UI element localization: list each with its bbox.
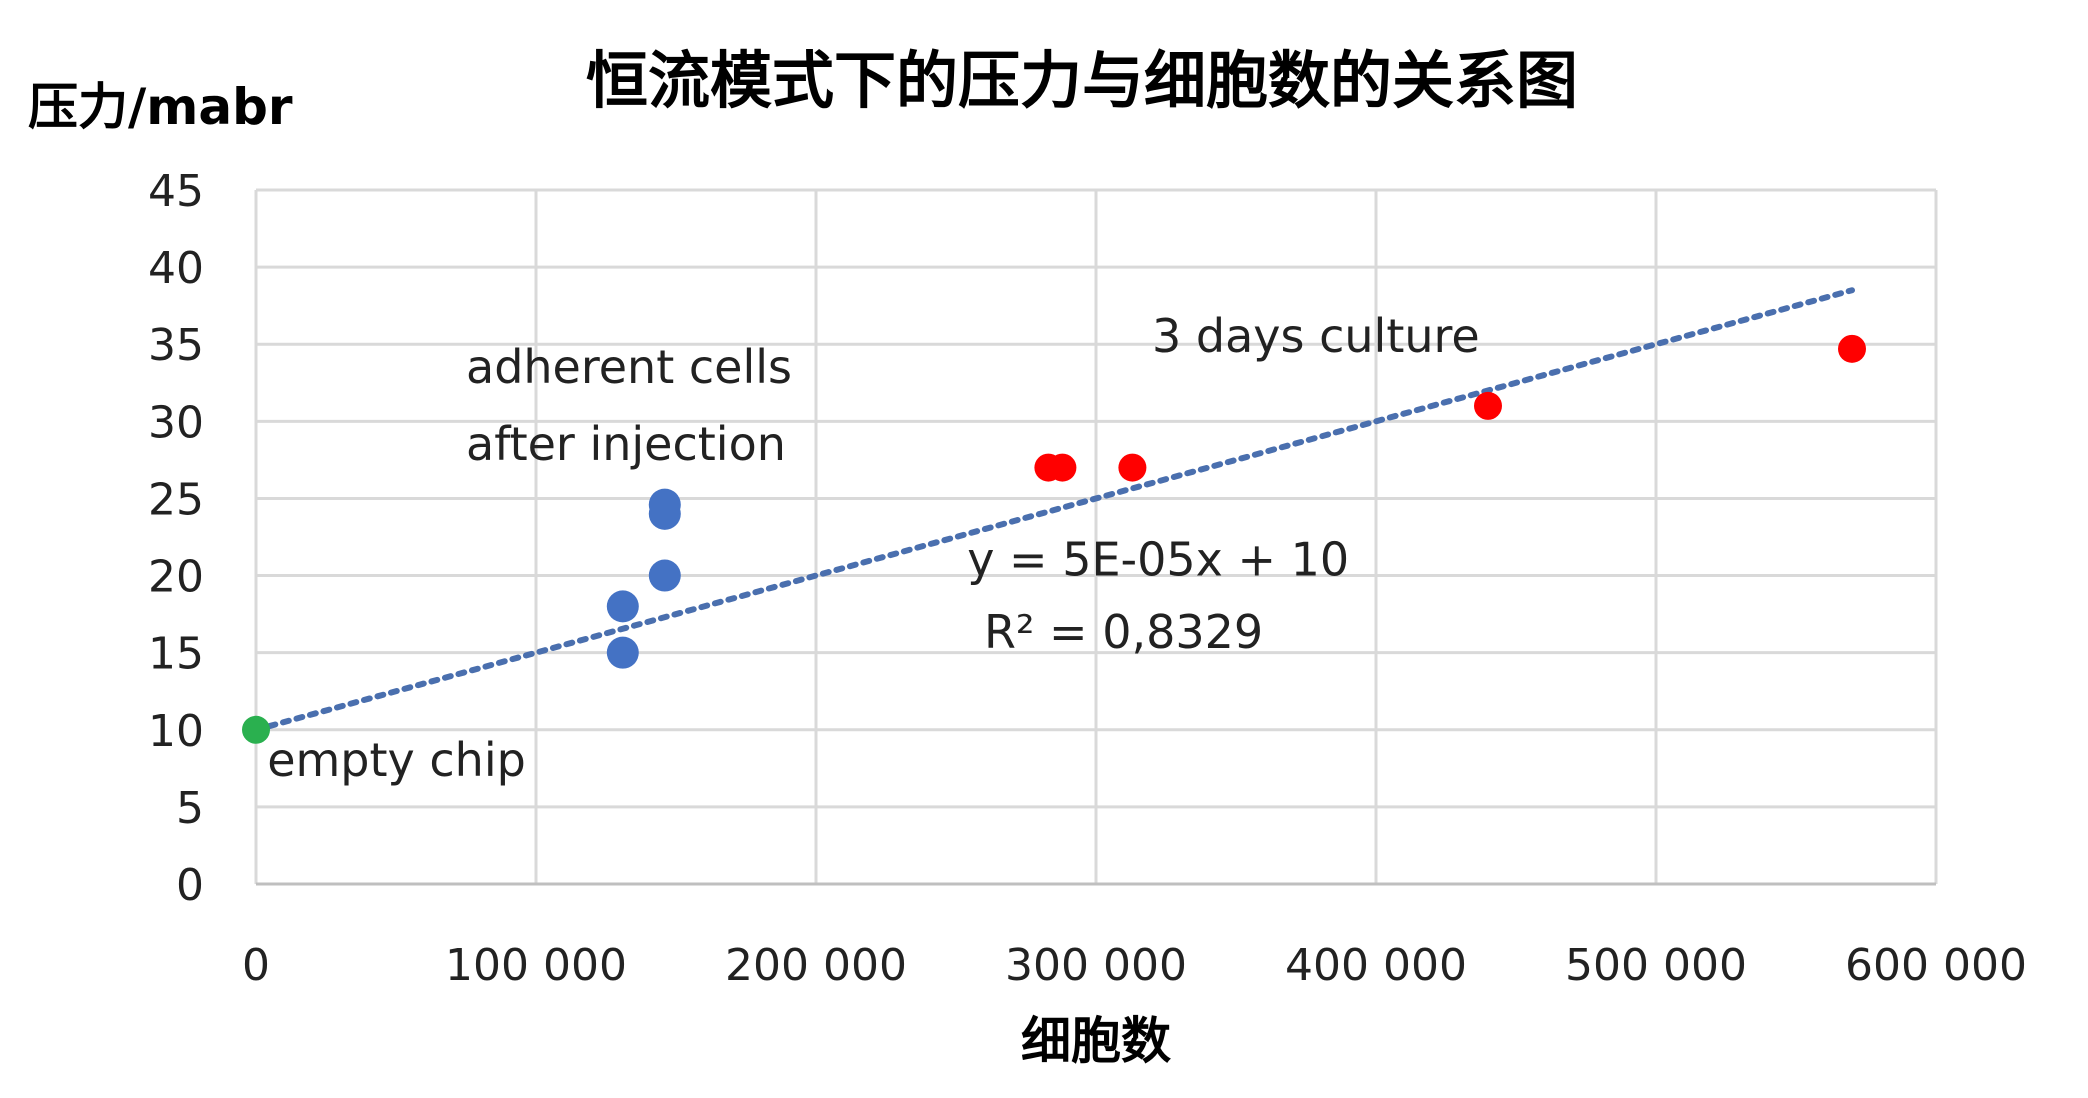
y-tick-label: 0 [176, 860, 204, 911]
data-point [1838, 334, 1866, 363]
data-point [648, 559, 681, 592]
y-tick-label: 30 [148, 397, 204, 448]
data-point [1118, 453, 1147, 482]
x-tick-label: 100 000 [445, 940, 627, 991]
y-tick-label: 45 [148, 166, 204, 217]
x-axis-ticks: 0 100 000 200 000 300 000 400 000 500 000 600 … [242, 940, 2027, 991]
y-tick-label: 15 [148, 629, 204, 680]
x-tick-label: 600 000 [1845, 940, 2027, 991]
trendline-path [253, 287, 1855, 733]
annotation-label: after injection [466, 417, 786, 471]
data-point [606, 590, 639, 623]
x-axis-label: 细胞数 [1021, 1012, 1171, 1070]
annotations: empty chip adherent cells after injection 3… [267, 309, 1480, 787]
data-point [648, 488, 681, 521]
annotation-label: adherent cells [466, 340, 792, 394]
x-tick-label: 500 000 [1565, 940, 1747, 991]
y-tick-label: 20 [148, 552, 204, 603]
data-point [606, 636, 639, 669]
y-axis-ticks: 0 5 10 15 20 25 30 35 40 45 [148, 166, 204, 911]
chart-title: 恒流模式下的压力与细胞数的关系图 [586, 44, 1578, 117]
annotation-label: y = 5E-05x + 10 [967, 533, 1349, 587]
y-tick-label: 35 [148, 320, 204, 371]
x-tick-label: 300 000 [1005, 940, 1187, 991]
annotation-label: R² = 0,8329 [984, 605, 1263, 659]
y-tick-label: 25 [148, 474, 204, 525]
x-tick-label: 400 000 [1285, 940, 1467, 991]
y-tick-label: 40 [148, 243, 204, 294]
y-tick-label: 10 [148, 706, 204, 757]
annotation-label: 3 days culture [1152, 309, 1480, 363]
x-tick-label: 0 [242, 940, 270, 991]
y-tick-label: 5 [176, 783, 204, 834]
annotation-label: empty chip [267, 733, 526, 787]
x-tick-label: 200 000 [725, 940, 907, 991]
data-point [242, 715, 270, 744]
data-point [1474, 391, 1502, 420]
data-points [242, 334, 1866, 744]
y-axis-label: 压力/mabr [28, 78, 293, 136]
trendline [253, 287, 1855, 733]
data-point [1048, 453, 1077, 482]
